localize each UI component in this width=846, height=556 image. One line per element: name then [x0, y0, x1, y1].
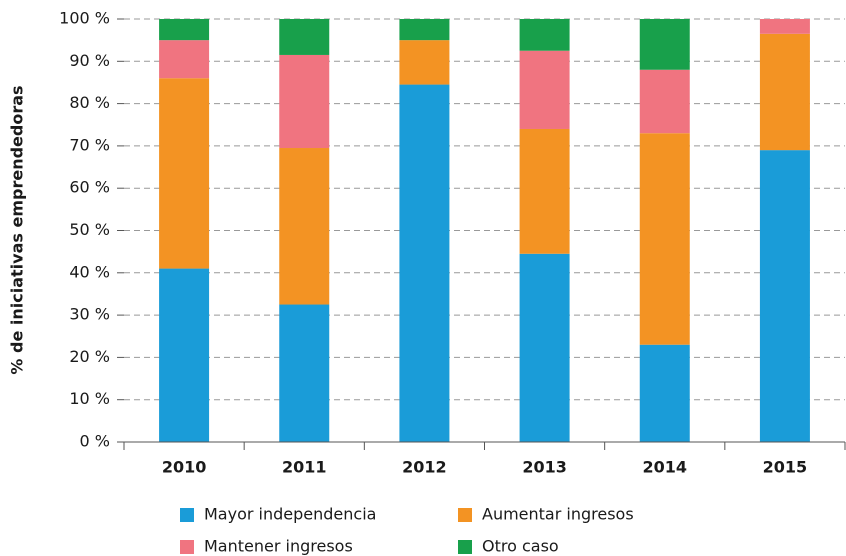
bar-segment [639, 133, 690, 345]
bar-segment [519, 19, 570, 51]
y-tick-label: 100 % [59, 9, 110, 28]
bar-segment [639, 19, 690, 70]
bar-segment [519, 253, 570, 442]
bar-segment [159, 78, 210, 269]
legend-label: Mantener ingresos [204, 537, 353, 556]
x-tick-label: 2013 [522, 458, 567, 477]
legend-swatch [180, 540, 194, 554]
bar-segment [759, 19, 810, 34]
y-tick-label: 0 % [80, 432, 110, 451]
legend-label: Aumentar ingresos [482, 505, 634, 524]
y-tick-label: 20 % [69, 347, 110, 366]
y-tick-label: 30 % [69, 305, 110, 324]
bar-segment [759, 150, 810, 442]
y-tick-label: 50 % [69, 220, 110, 239]
bar-segment [639, 344, 690, 442]
legend-label: Otro caso [482, 537, 559, 556]
bar-segment [279, 19, 330, 55]
bar-segment [519, 50, 570, 129]
x-tick-label: 2014 [642, 458, 687, 477]
bar-segment [279, 148, 330, 305]
bar-segment [759, 33, 810, 151]
bar-segment [279, 54, 330, 149]
x-tick-label: 2015 [763, 458, 808, 477]
bar-segment [519, 128, 570, 254]
y-tick-label: 60 % [69, 178, 110, 197]
bar-segment [159, 19, 210, 41]
x-tick-label: 2010 [162, 458, 207, 477]
bar-segment [399, 19, 450, 41]
y-tick-label: 10 % [69, 389, 110, 408]
y-tick-label: 80 % [69, 93, 110, 112]
bar-segment [639, 69, 690, 134]
legend-swatch [458, 540, 472, 554]
y-tick-label: 70 % [69, 135, 110, 154]
bar-segment [159, 40, 210, 79]
y-tick-label: 40 % [69, 262, 110, 281]
y-tick-label: 90 % [69, 51, 110, 70]
bar-segment [279, 304, 330, 442]
legend-swatch [180, 508, 194, 522]
bar-segment [159, 268, 210, 442]
legend-swatch [458, 508, 472, 522]
x-tick-label: 2012 [402, 458, 447, 477]
bar-segment [399, 84, 450, 442]
bar-segment [399, 40, 450, 85]
x-tick-label: 2011 [282, 458, 327, 477]
legend-label: Mayor independencia [204, 505, 376, 524]
y-axis-label: % de iniciativas emprendedoras [8, 85, 27, 374]
